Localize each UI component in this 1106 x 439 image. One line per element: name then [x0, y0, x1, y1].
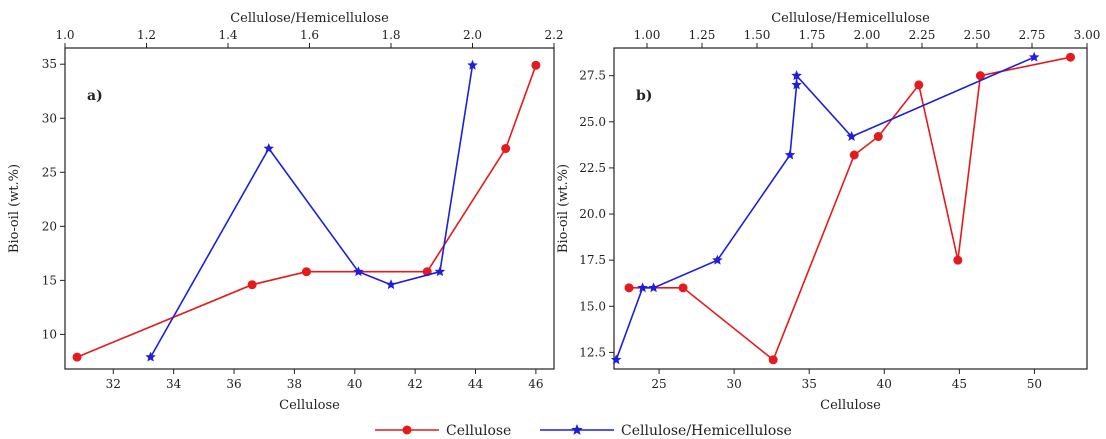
y-axis-label: Bio-oil (wt.%) [7, 164, 22, 253]
x-tick-label: 38 [287, 377, 302, 391]
data-point-cellulose [678, 283, 688, 293]
panel-b: 12.5 15.0 17.5 20.0 22.5 25.0 27.5 25 30 35 40 45 50… [556, 11, 1100, 413]
y-tick-label: 10 [42, 327, 57, 341]
series-line-cellulose [76, 65, 537, 358]
data-point-ratio [353, 266, 364, 277]
series-line-cellulose [629, 56, 1071, 362]
data-point-ratio [846, 131, 857, 141]
top-x-tick-label: 1.4 [218, 28, 237, 42]
data-point-ratio [791, 79, 802, 90]
data-point-ratio [385, 279, 397, 290]
data-point-ratio [1028, 51, 1040, 62]
data-point-cellulose [768, 355, 778, 365]
data-point-ratio [791, 70, 802, 81]
top-x-tick-label: 2.00 [854, 28, 881, 42]
top-x-tick-label: 1.0 [55, 28, 74, 42]
x-tick-label: 42 [408, 377, 423, 391]
y-tick-label: 25.0 [579, 115, 606, 129]
data-point-cellulose [1065, 52, 1075, 62]
data-point-ratio [145, 351, 156, 362]
data-point-ratio [637, 282, 648, 293]
top-x-tick-label: 1.00 [634, 28, 661, 42]
data-point-ratio [712, 254, 723, 265]
top-x-tick-label: 1.75 [799, 28, 826, 42]
top-x-axis-label: Cellulose/Hemicellulose [771, 11, 930, 26]
top-x-axis-label: Cellulose/Hemicellulose [230, 11, 389, 26]
panel-label: a) [87, 88, 103, 104]
x-tick-label: 34 [166, 377, 182, 391]
data-point-ratio [610, 354, 622, 365]
top-x-tick-label: 1.8 [381, 28, 400, 42]
x-axis-label: Cellulose [279, 398, 340, 413]
panel-a: 10 15 20 25 30 35 32 34 36 38 40 42 44 46 1.0 1.2 1.4 1.6… [7, 11, 564, 413]
data-point-ratio [467, 59, 478, 70]
x-tick-label: 30 [726, 377, 741, 391]
x-tick-label: 36 [226, 377, 241, 391]
y-tick-label: 30 [42, 111, 57, 125]
y-tick-label: 15.0 [579, 299, 606, 313]
y-tick-label: 25 [42, 165, 57, 179]
y-tick-label: 17.5 [579, 253, 606, 267]
top-x-tick-label: 1.6 [300, 28, 319, 42]
y-tick-label: 35 [42, 57, 57, 71]
x-tick-label: 32 [106, 377, 121, 391]
data-point-cellulose [301, 267, 311, 277]
data-point-cellulose [624, 283, 634, 293]
data-point-cellulose [914, 80, 924, 90]
top-x-tick-label: 1.2 [137, 28, 156, 42]
x-tick-label: 25 [651, 377, 666, 391]
top-x-tick-label: 1.50 [744, 28, 771, 42]
data-point-cellulose [247, 280, 257, 290]
data-point-cellulose [531, 60, 541, 70]
top-x-tick-label: 2.25 [909, 28, 936, 42]
series-line-ratio [615, 56, 1035, 361]
data-point-cellulose [953, 255, 963, 265]
data-point-ratio [648, 282, 659, 293]
legend-label-cellulose-hemicellulose: Cellulose/Hemicellulose [621, 423, 792, 439]
series-line-ratio [149, 65, 474, 358]
x-tick-label: 44 [468, 377, 484, 391]
data-point-ratio [434, 266, 446, 277]
plot-frame [64, 47, 555, 370]
legend-label-cellulose: Cellulose [446, 423, 511, 439]
data-point-cellulose [72, 352, 82, 362]
top-x-tick-label: 2.0 [463, 28, 482, 42]
data-point-cellulose [873, 132, 883, 142]
legend-circle-marker [402, 425, 412, 435]
y-tick-label: 12.5 [579, 345, 606, 359]
data-point-ratio [263, 143, 274, 153]
top-x-tick-label: 2.2 [544, 28, 563, 42]
y-tick-label: 20 [42, 219, 57, 233]
y-tick-label: 20.0 [579, 207, 606, 221]
top-x-tick-label: 2.50 [964, 28, 991, 42]
top-x-tick-label: 1.25 [689, 28, 716, 42]
x-tick-label: 46 [528, 377, 543, 391]
x-axis-label: Cellulose [820, 398, 881, 413]
x-tick-label: 40 [877, 377, 892, 391]
y-tick-label: 22.5 [579, 161, 606, 175]
panel-label: b) [636, 88, 652, 104]
plot-frame [613, 47, 1088, 370]
top-x-tick-label: 3.00 [1074, 28, 1101, 42]
x-tick-label: 50 [1027, 377, 1042, 391]
x-tick-label: 45 [952, 377, 967, 391]
data-point-ratio [784, 149, 796, 160]
legend: Cellulose Cellulose/Hemicellulose [375, 423, 792, 439]
data-point-cellulose [849, 150, 859, 160]
x-tick-label: 40 [347, 377, 362, 391]
top-x-tick-label: 2.75 [1019, 28, 1046, 42]
legend-star-marker [571, 424, 583, 435]
data-point-cellulose [501, 144, 511, 154]
legend-item-cellulose-hemicellulose: Cellulose/Hemicellulose [540, 423, 792, 439]
y-tick-label: 15 [42, 273, 57, 287]
y-axis-label: Bio-oil (wt.%) [556, 164, 571, 253]
legend-item-cellulose: Cellulose [375, 423, 511, 439]
data-point-cellulose [975, 71, 985, 81]
y-tick-label: 27.5 [579, 69, 606, 83]
x-tick-label: 35 [802, 377, 817, 391]
